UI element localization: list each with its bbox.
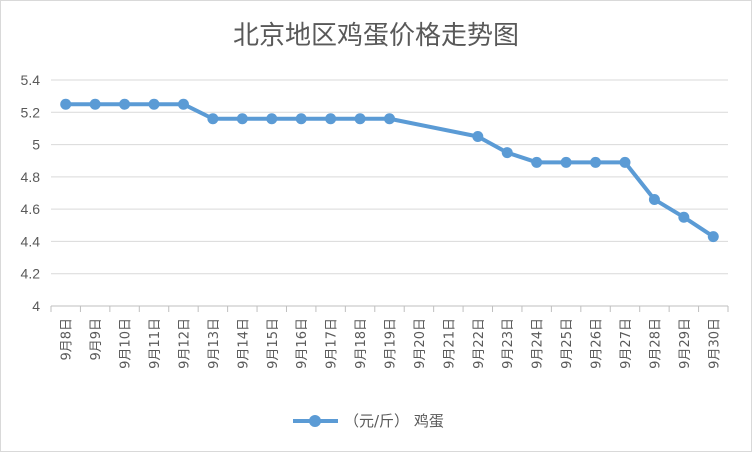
x-tick-label: 9月28日 [648, 318, 663, 369]
data-point [148, 98, 160, 110]
y-axis: 4 4.2 4.4 4.6 4.8 5 5.2 5.4 [21, 72, 41, 314]
data-point [295, 113, 307, 125]
x-tick-label: 9月22日 [472, 318, 487, 369]
data-point [590, 156, 602, 168]
y-tick-label: 4.8 [21, 169, 41, 185]
data-point [325, 113, 337, 125]
data-point [354, 113, 366, 125]
x-tick-label: 9月13日 [207, 318, 222, 369]
x-tick-label: 9月27日 [619, 318, 634, 369]
y-tick-label: 4.4 [21, 233, 41, 249]
legend-label: （元/斤） 鸡蛋 [344, 412, 444, 430]
data-point [619, 156, 631, 168]
chart-title: 北京地区鸡蛋价格走势图 [233, 21, 519, 51]
y-tick-label: 5.4 [21, 72, 41, 88]
x-tick-label: 9月9日 [89, 318, 104, 361]
data-point [384, 113, 395, 125]
x-tick-label: 9月8日 [60, 318, 75, 361]
data-point [560, 156, 572, 168]
legend[interactable]: （元/斤） 鸡蛋 [293, 412, 444, 430]
data-point [472, 131, 484, 142]
x-tick-label: 9月15日 [266, 318, 281, 369]
x-tick-label: 9月17日 [325, 318, 340, 369]
data-point [119, 98, 131, 110]
data-point [236, 113, 248, 125]
x-tick-label: 9月26日 [590, 318, 605, 369]
legend-marker-swatch [309, 415, 321, 427]
x-tick-label: 9月30日 [707, 318, 722, 369]
series-line [60, 98, 719, 243]
data-point [707, 231, 719, 243]
x-tick-label: 9月29日 [678, 318, 693, 369]
data-point [89, 98, 101, 110]
y-tick-label: 5 [32, 137, 40, 153]
x-tick-label: 9月19日 [384, 318, 399, 369]
y-tick-label: 4.2 [21, 266, 41, 282]
data-point [531, 156, 543, 168]
x-tick-label: 9月20日 [413, 318, 428, 369]
data-point [266, 113, 278, 125]
x-axis: 9月8日 9月9日 9月10日 9月11日 9月12日 9月13日 9月14日 9月15日 9月… [50, 305, 729, 369]
x-tick-label: 9月18日 [354, 318, 369, 369]
data-point [60, 98, 72, 110]
x-tick-label: 9月12日 [177, 318, 192, 369]
x-tick-label: 9月25日 [560, 318, 575, 369]
data-point [177, 98, 189, 110]
x-tick-label: 9月16日 [295, 318, 310, 369]
x-tick-label: 9月21日 [442, 318, 457, 369]
y-tick-label: 4.6 [21, 201, 41, 217]
data-point [501, 147, 513, 159]
data-point [648, 193, 660, 205]
x-tick-label: 9月10日 [119, 318, 134, 369]
y-tick-label: 4 [32, 298, 40, 314]
x-tick-label: 9月14日 [236, 318, 251, 369]
x-tick-label: 9月11日 [148, 318, 163, 369]
x-tick-label: 9月24日 [531, 318, 546, 369]
y-tick-label: 5.2 [21, 104, 41, 120]
x-tick-label: 9月23日 [501, 318, 516, 369]
data-point [678, 211, 690, 223]
data-point [207, 113, 219, 125]
